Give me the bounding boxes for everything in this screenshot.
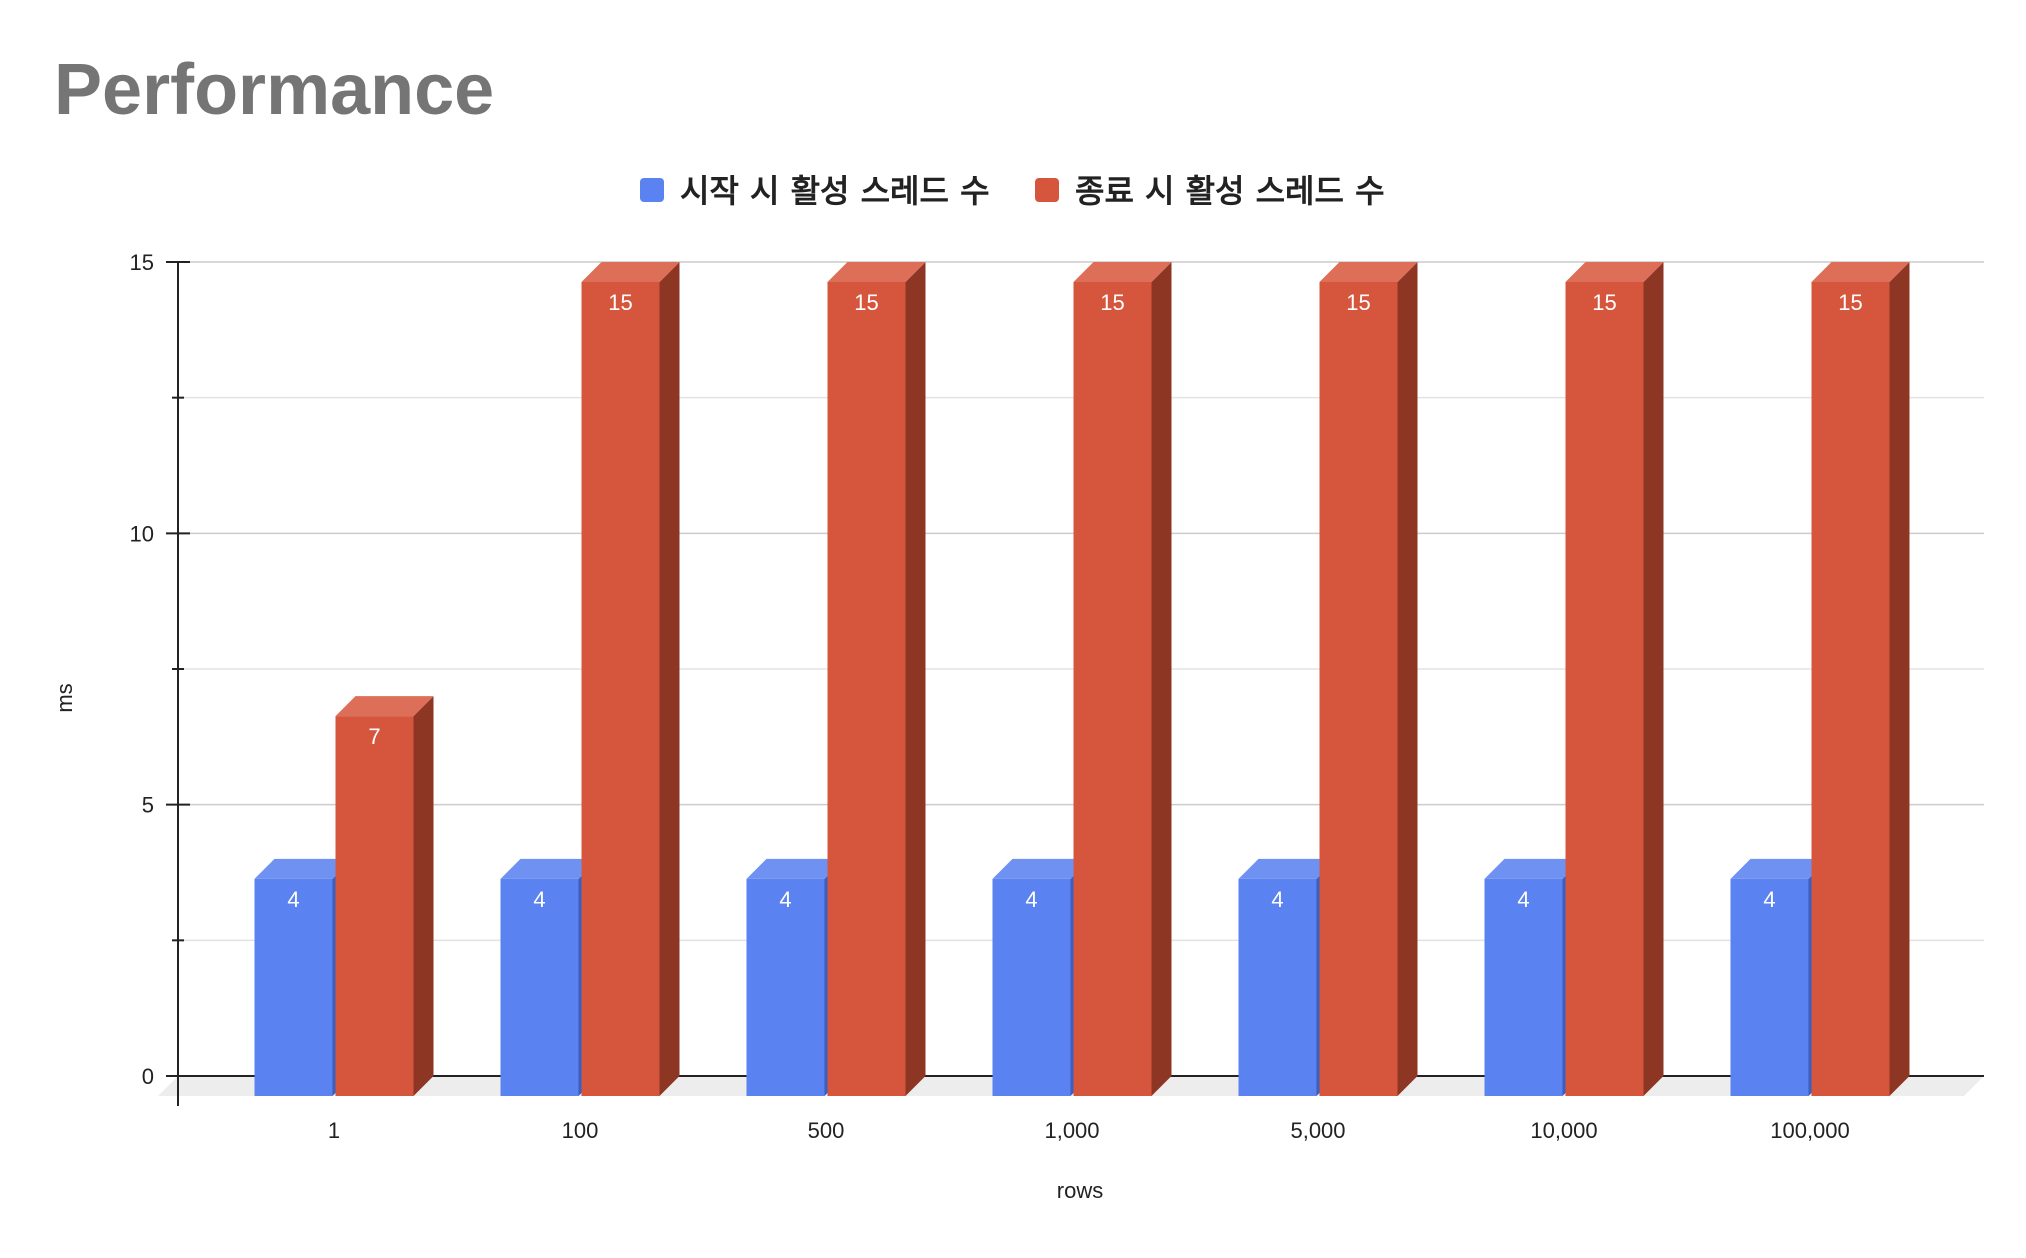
y-axis-title: ms: [52, 683, 77, 712]
bar-side-series2: [1889, 262, 1910, 1096]
legend-label-1: 시작 시 활성 스레드 수: [680, 172, 990, 210]
bar-side-series2: [659, 262, 680, 1096]
bar-series2: [1319, 282, 1398, 1096]
data-label-series1: 4: [779, 887, 791, 912]
data-label-series2: 15: [854, 290, 878, 315]
bar-top-series2: [1319, 262, 1418, 282]
bar-series1: [1238, 878, 1317, 1096]
data-label-series1: 4: [1271, 887, 1283, 912]
x-tick-label: 1,000: [1044, 1118, 1099, 1143]
bar-series2: [827, 282, 906, 1096]
x-tick-label: 100: [562, 1118, 599, 1143]
data-label-series2: 15: [1838, 290, 1862, 315]
data-label-series1: 4: [1517, 887, 1529, 912]
bar-top-series1: [992, 858, 1091, 879]
data-label-series1: 4: [1763, 887, 1775, 912]
bar-series1: [500, 878, 579, 1096]
data-label-series2: 15: [1100, 290, 1124, 315]
bar-top-series2: [581, 262, 680, 282]
bar-top-series1: [1238, 858, 1337, 879]
bar-series1: [1484, 878, 1563, 1096]
bar-series1: [992, 878, 1071, 1096]
bar-side-series2: [1151, 262, 1172, 1096]
y-tick-label: 10: [130, 521, 154, 546]
data-label-series1: 4: [287, 887, 299, 912]
bar-top-series2: [1811, 262, 1910, 282]
legend-label-2: 종료 시 활성 스레드 수: [1075, 172, 1385, 210]
data-label-series2: 15: [608, 290, 632, 315]
bar-series2: [1811, 282, 1890, 1096]
data-label-series2: 15: [1346, 290, 1370, 315]
y-tick-label: 5: [142, 793, 154, 818]
x-tick-label: 500: [808, 1118, 845, 1143]
bar-series1: [746, 878, 825, 1096]
bar-series2: [581, 282, 660, 1096]
x-tick-label: 100,000: [1770, 1118, 1850, 1143]
bar-top-series1: [1730, 858, 1829, 879]
bar-series2: [335, 716, 414, 1096]
x-tick-label: 10,000: [1530, 1118, 1597, 1143]
axes: 0 5 10 15 1 100 500 1,000 5,000 10,000 100,000: [130, 250, 1850, 1143]
data-label-series2: 7: [368, 724, 380, 749]
bar-series2: [1565, 282, 1644, 1096]
bar-top-series1: [1484, 858, 1583, 879]
bar-top-series1: [746, 858, 845, 879]
bar-side-series2: [1643, 262, 1664, 1096]
chart-title: Performance: [54, 50, 494, 130]
bar-series1: [254, 878, 333, 1096]
y-tick-label: 0: [142, 1064, 154, 1089]
bar-top-series2: [1565, 262, 1664, 282]
bar-top-series2: [335, 696, 434, 717]
bar-top-series1: [254, 858, 353, 879]
y-tick-label: 15: [130, 250, 154, 275]
data-labels: 4 7 4 15 4 15 4 15 4 15 4 15 4 15: [287, 290, 1862, 912]
bars: [254, 262, 1910, 1096]
bar-top-series2: [1073, 262, 1172, 282]
legend-swatch-2: [1035, 178, 1059, 202]
bar-series1: [1730, 878, 1809, 1096]
legend: 시작 시 활성 스레드 수 종료 시 활성 스레드 수: [640, 172, 1385, 210]
x-axis-title: rows: [1057, 1178, 1103, 1203]
data-label-series1: 4: [533, 887, 545, 912]
bar-side-series2: [905, 262, 926, 1096]
bar-side-series2: [1397, 262, 1418, 1096]
bar-series2: [1073, 282, 1152, 1096]
data-label-series2: 15: [1592, 290, 1616, 315]
bar-side-series2: [413, 696, 434, 1096]
legend-swatch-1: [640, 178, 664, 202]
x-tick-label: 5,000: [1290, 1118, 1345, 1143]
data-label-series1: 4: [1025, 887, 1037, 912]
bar-top-series2: [827, 262, 926, 282]
bar-top-series1: [500, 858, 599, 879]
x-tick-label: 1: [328, 1118, 340, 1143]
